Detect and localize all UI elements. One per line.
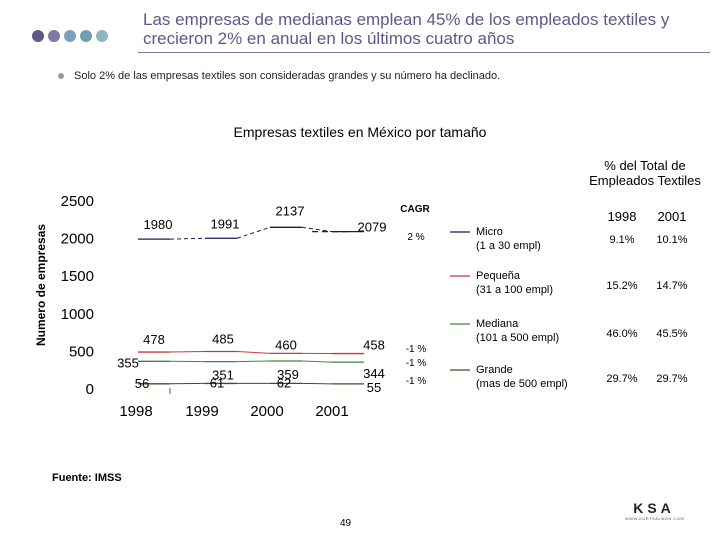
data-label: 478 [143, 332, 165, 347]
series-connector [236, 351, 271, 354]
header-dot [32, 30, 44, 42]
legend-label: Mediana [476, 318, 519, 330]
y-tick-label: 500 [69, 343, 94, 360]
pct-column-header: 1998 [608, 209, 637, 224]
y-tick-label: 2000 [61, 231, 94, 248]
source-note: Fuente: IMSS [52, 472, 122, 484]
data-label: 359 [277, 367, 299, 382]
data-label: 62 [277, 375, 291, 390]
cagr-value: 2 % [407, 232, 424, 243]
series-connector [169, 237, 206, 240]
legend-label-detail: (mas de 500 empl) [476, 378, 568, 390]
header-dot [64, 30, 76, 42]
legend-label-detail: (101 a 500 empl) [476, 332, 559, 344]
header-dot [48, 30, 60, 42]
cagr-header: CAGR [400, 204, 430, 215]
legend-label-detail: (31 a 100 empl) [476, 284, 553, 296]
header-dots [32, 30, 108, 42]
data-label: 2079 [358, 220, 387, 235]
series-connector [301, 360, 333, 363]
data-label: 458 [363, 338, 385, 353]
pct-cell: 45.5% [656, 328, 687, 340]
pct-cell: 15.2% [606, 280, 637, 292]
data-label: 1991 [211, 216, 240, 231]
x-tick-label: 1998 [119, 403, 152, 420]
data-label: 56 [135, 376, 149, 391]
chart-title: Empresas textiles en México por tamaño [233, 124, 487, 140]
data-label: 1980 [144, 217, 173, 232]
pct-column-header: 2001 [658, 209, 687, 224]
legend-label: Grande [476, 364, 513, 376]
data-label: 344 [363, 366, 385, 381]
x-tick-label: 2001 [315, 403, 348, 420]
pct-cell: 29.7% [606, 373, 637, 385]
data-label: 2137 [276, 203, 305, 218]
y-tick-label: 0 [86, 381, 94, 398]
legend-label: Micro [476, 226, 503, 238]
cagr-value: -1 % [406, 344, 427, 355]
title-divider [138, 52, 710, 53]
data-label: 351 [212, 368, 234, 383]
ksa-logo: KSA WWW.KURTSALMON.COM [625, 500, 685, 521]
series-connector [169, 351, 206, 353]
data-label: 485 [212, 332, 234, 347]
bullet-text: Solo 2% de las empresas textiles son con… [74, 70, 501, 82]
y-tick-label: 1000 [61, 306, 94, 323]
y-tick-label: 2500 [61, 193, 94, 210]
series-connector [301, 226, 333, 233]
pct-cell: 14.7% [656, 280, 687, 292]
y-tick-label: 1500 [61, 268, 94, 285]
pct-cell: 10.1% [656, 234, 687, 246]
logo-text: KSA [633, 500, 675, 516]
x-tick-label: 1999 [185, 403, 218, 420]
slide-title: Las empresas de medianas emplean 45% de … [143, 10, 670, 48]
pct-cell: 9.1% [609, 234, 634, 246]
bullet-point: Solo 2% de las empresas textiles son con… [58, 70, 500, 82]
legend-label-detail: (1 a 30 empl) [476, 240, 541, 252]
data-label: 460 [275, 337, 297, 352]
legend-label: Pequeña [476, 270, 521, 282]
data-label: 61 [210, 375, 224, 390]
series-connector [236, 360, 271, 363]
series-connector [301, 382, 333, 385]
bullet-icon [58, 73, 64, 80]
y-axis-label: Numero de empresas [34, 224, 48, 346]
logo-subtext: WWW.KURTSALMON.COM [625, 516, 685, 521]
header-dot [80, 30, 92, 42]
header-dot [96, 30, 108, 42]
cagr-value: -1 % [406, 358, 427, 369]
pct-table-title: % del Total de Empleados Textiles [589, 158, 701, 188]
series-connector [236, 226, 271, 239]
cagr-value: -1 % [406, 376, 427, 387]
pct-cell: 46.0% [606, 328, 637, 340]
page-number: 49 [340, 518, 352, 529]
data-label: 55 [367, 380, 381, 395]
x-tick-label: 2000 [250, 403, 283, 420]
pct-cell: 29.7% [656, 373, 687, 385]
data-label: 355 [117, 355, 139, 370]
